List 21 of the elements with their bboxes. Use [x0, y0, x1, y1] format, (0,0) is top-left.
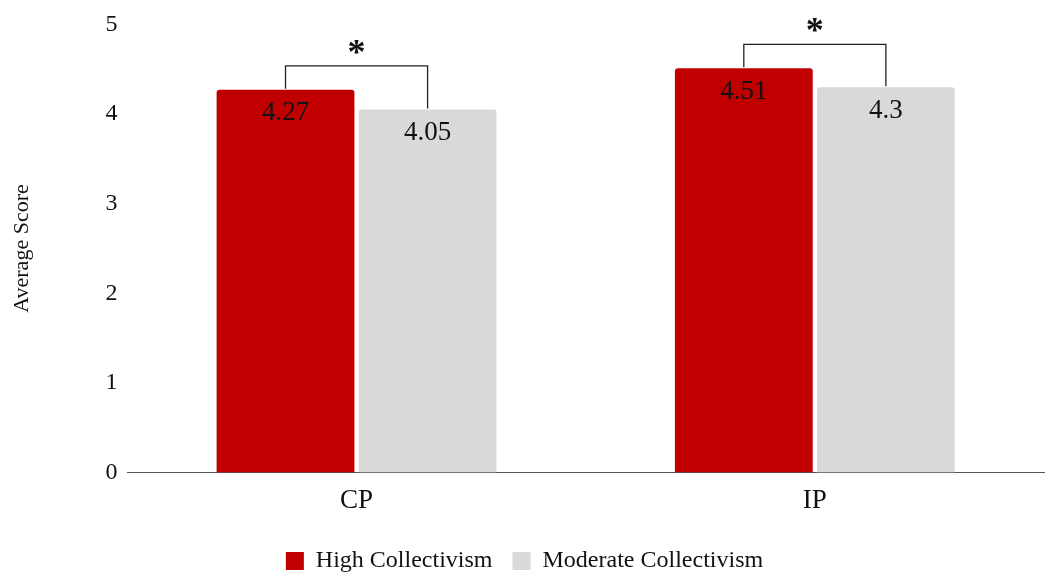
y-tick-label: 5 [105, 9, 118, 36]
bar [816, 87, 955, 473]
annotation: * [347, 31, 366, 72]
y-tick-label: 0 [105, 457, 118, 484]
y-tick-label: 2 [105, 278, 118, 305]
y-axis-title: Average Score [7, 184, 33, 313]
legend-label: Moderate Collectivism [542, 546, 764, 573]
y-tick-label: 4 [105, 99, 118, 126]
x-tick-label: IP [802, 483, 827, 514]
data-label: 4.51 [720, 74, 768, 105]
bar [358, 109, 497, 473]
legend-label: High Collectivism [315, 546, 493, 573]
data-label: 4.3 [869, 93, 903, 124]
bar [216, 89, 355, 473]
y-tick-label: 3 [105, 188, 118, 215]
x-tick-label: CP [340, 483, 374, 514]
bar [674, 68, 813, 473]
data-label: 4.05 [403, 116, 452, 147]
y-tick-label: 1 [105, 368, 118, 395]
annotation: * [805, 10, 824, 51]
data-label: 4.27 [261, 96, 310, 127]
